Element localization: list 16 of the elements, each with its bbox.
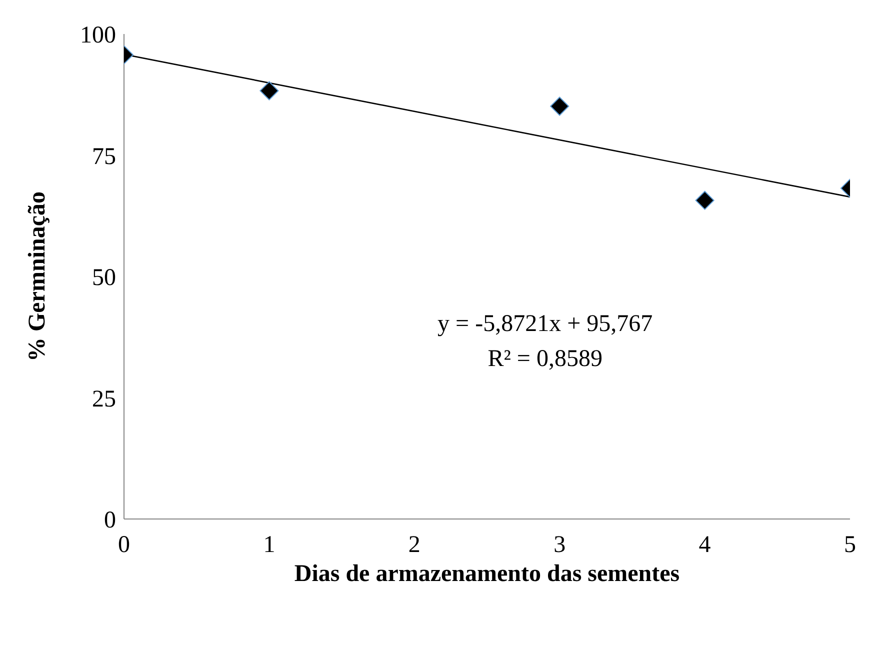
x-tick-label: 4 xyxy=(698,532,711,558)
point xyxy=(550,96,570,116)
x-tick-label: 5 xyxy=(844,532,856,558)
annotation: y = -5,8721x + 95,767 xyxy=(436,310,654,338)
x-tick-label: 3 xyxy=(554,532,566,558)
y-tick-label: 75 xyxy=(92,144,116,170)
x-tick-label: 2 xyxy=(408,532,420,558)
y-tick-label: 100 xyxy=(80,22,116,49)
x-tick-label: 1 xyxy=(263,532,276,558)
annotation: R² = 0,8589 xyxy=(486,344,604,374)
point xyxy=(695,190,714,210)
y-tick-label: 25 xyxy=(92,386,116,412)
y-tick-label: 50 xyxy=(92,265,116,292)
x-axis-title: Dias de armazenamento das sementes xyxy=(294,561,680,587)
y-tick-label: 0 xyxy=(104,508,116,534)
y-axis-title: % Germninação xyxy=(24,192,51,362)
